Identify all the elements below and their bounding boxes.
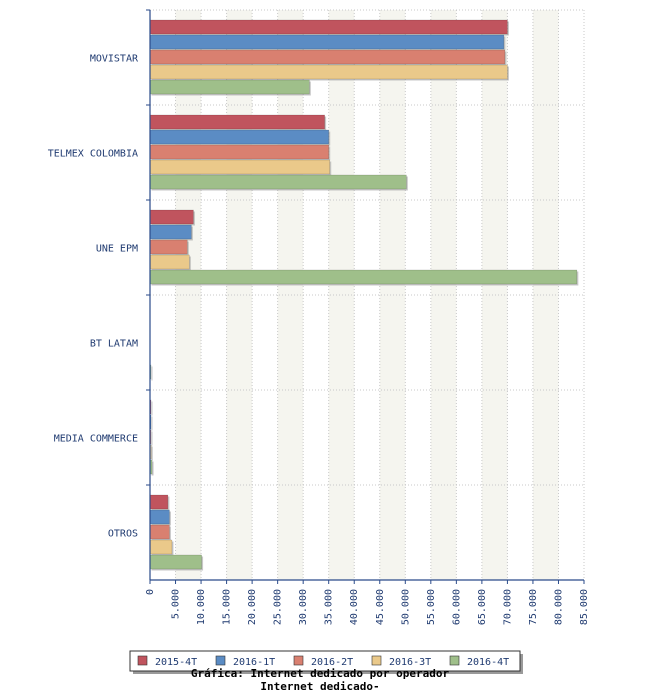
bar-shadow <box>151 416 153 431</box>
x-tick-label: 75.000 <box>528 589 539 625</box>
bar <box>149 254 190 270</box>
bar <box>149 79 310 95</box>
plot-band <box>277 10 304 580</box>
x-tick-label: 50.000 <box>400 589 411 625</box>
legend-swatch <box>215 655 226 666</box>
x-tick-label: 40.000 <box>349 589 360 625</box>
legend-label: 2016-1T <box>233 657 275 668</box>
bar <box>149 209 194 225</box>
legend-label: 2016-3T <box>389 657 431 668</box>
bar <box>149 129 329 145</box>
bar <box>149 34 505 50</box>
x-tick-label: 80.000 <box>553 589 564 625</box>
category-label: OTROS <box>108 529 138 540</box>
bar-shadow <box>151 431 153 446</box>
chart-caption: Gráfica: Internet dedicado por operador <box>191 667 450 680</box>
category-label: TELMEX COLOMBIA <box>48 149 138 160</box>
legend-box <box>129 650 521 672</box>
bar <box>149 174 407 190</box>
bar-shadow <box>151 461 154 476</box>
plot-band <box>430 10 457 580</box>
bar-shadow <box>151 446 153 461</box>
category-label: MOVISTAR <box>90 54 139 65</box>
x-tick-label: 5.000 <box>171 589 182 619</box>
bar <box>149 554 202 570</box>
bar <box>149 524 170 540</box>
category-label: BT LATAM <box>90 339 138 350</box>
bar <box>149 114 325 130</box>
x-tick-label: 10.000 <box>196 589 207 625</box>
bar <box>149 144 329 160</box>
x-tick-label: 55.000 <box>426 589 437 625</box>
plot-band <box>328 10 355 580</box>
bar <box>149 509 170 525</box>
bar <box>149 224 192 240</box>
plot-band <box>532 10 559 580</box>
bar <box>149 239 188 255</box>
legend-swatch <box>371 655 382 666</box>
plot-band <box>175 10 202 580</box>
x-tick-label: 60.000 <box>451 589 462 625</box>
bar <box>149 269 578 285</box>
x-tick-label: 70.000 <box>502 589 513 625</box>
bar <box>149 19 508 35</box>
chart-title: Internet dedicado- <box>260 680 379 693</box>
legend-label: 2016-2T <box>311 657 353 668</box>
bar <box>149 159 330 175</box>
x-tick-label: 0 <box>145 589 156 595</box>
legend-label: 2016-4T <box>467 657 509 668</box>
x-tick-label: 35.000 <box>324 589 335 625</box>
plot-bars <box>149 19 579 571</box>
bar-shadow <box>151 401 153 416</box>
bar <box>149 494 169 510</box>
x-tick-label: 20.000 <box>247 589 258 625</box>
x-tick-label: 65.000 <box>477 589 488 625</box>
legend: 2015-4T 2016-1T 2016-2T 2016-3T 2016-4T <box>129 650 523 674</box>
plot-grid <box>150 9 585 581</box>
legend-label: 2015-4T <box>155 657 197 668</box>
plot-band <box>481 10 508 580</box>
legend-swatch <box>137 655 148 666</box>
category-labels: MOVISTAR TELMEX COLOMBIA UNE EPM BT LATAM ME… <box>48 54 139 540</box>
bar-shadow <box>151 366 153 381</box>
category-label: MEDIA COMMERCE <box>54 434 138 445</box>
legend-swatch <box>449 655 460 666</box>
bar <box>149 64 508 80</box>
legend-swatch <box>293 655 304 666</box>
plot-band <box>226 10 253 580</box>
x-tick-label: 30.000 <box>298 589 309 625</box>
bar <box>149 539 173 555</box>
x-tick-label: 15.000 <box>222 589 233 625</box>
x-tick-label: 45.000 <box>375 589 386 625</box>
category-label: UNE EPM <box>96 244 138 255</box>
bar <box>149 49 506 65</box>
plot-axes <box>146 9 585 584</box>
x-tick-label: 85.000 <box>579 589 590 625</box>
x-tick-label: 25.000 <box>273 589 284 625</box>
plot-band <box>379 10 406 580</box>
x-tick-labels: 0 5.000 10.000 15.000 20.000 25.000 30.000 35.0… <box>145 589 590 625</box>
